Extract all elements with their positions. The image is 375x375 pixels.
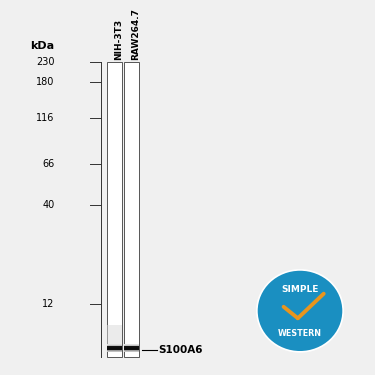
Bar: [107, 344, 122, 345]
Bar: [107, 345, 122, 346]
Text: RAW264.7: RAW264.7: [131, 8, 140, 60]
Bar: [124, 347, 139, 348]
Bar: [124, 351, 139, 352]
Bar: [124, 62, 139, 357]
Bar: [124, 346, 139, 350]
Text: SIMPLE: SIMPLE: [281, 285, 319, 294]
Bar: [107, 351, 122, 352]
Bar: [124, 345, 139, 346]
Bar: [124, 345, 139, 346]
Text: 12: 12: [42, 299, 54, 309]
Bar: [124, 350, 139, 351]
Text: 230: 230: [36, 57, 54, 66]
Bar: [124, 344, 139, 345]
Bar: [107, 347, 122, 348]
Bar: [107, 349, 122, 350]
Bar: [124, 348, 139, 349]
Bar: [124, 351, 139, 352]
Bar: [124, 347, 139, 348]
Text: WESTERN: WESTERN: [278, 329, 322, 338]
Bar: [124, 346, 139, 347]
Bar: [107, 345, 122, 346]
Text: NIH-3T3: NIH-3T3: [114, 19, 123, 60]
Bar: [124, 349, 139, 350]
Bar: [107, 348, 122, 349]
Text: 180: 180: [36, 76, 54, 87]
Bar: [107, 350, 122, 351]
Bar: [107, 351, 122, 352]
Bar: [107, 347, 122, 348]
Text: 116: 116: [36, 113, 54, 123]
Bar: [107, 346, 122, 350]
Circle shape: [257, 270, 343, 352]
Bar: [107, 325, 122, 346]
Text: 40: 40: [42, 200, 54, 210]
Bar: [107, 62, 122, 357]
Text: kDa: kDa: [30, 41, 54, 51]
Text: S100A6: S100A6: [159, 345, 203, 355]
Bar: [107, 346, 122, 347]
Text: 66: 66: [42, 159, 54, 169]
